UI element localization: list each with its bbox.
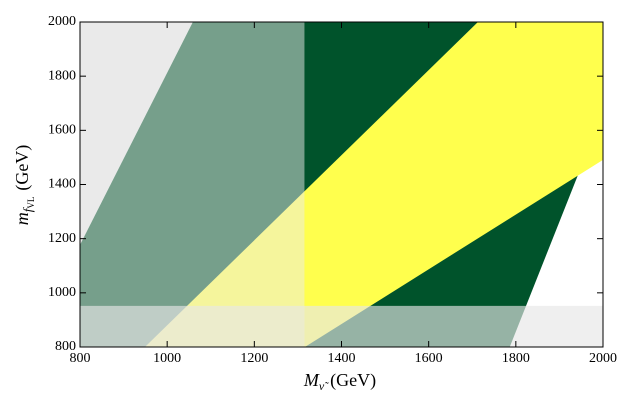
x-label-sub: ν̃: [319, 379, 329, 393]
plot-area: [80, 22, 604, 347]
x-axis-label: Mν̃ (GeV): [303, 370, 376, 393]
region: [80, 22, 305, 347]
y-tick-label: 1800: [48, 68, 76, 83]
x-tick-label: 2000: [589, 351, 617, 366]
y-tick-label: 1400: [48, 177, 76, 192]
x-label-main: M: [303, 370, 320, 390]
y-label-unit: (GeV): [12, 145, 33, 191]
y-label-subsub: VL: [26, 197, 36, 209]
x-tick-label: 800: [70, 351, 91, 366]
y-axis-label: mfVL (GeV): [12, 145, 36, 226]
x-tick-label: 1600: [415, 351, 443, 366]
y-tick-label: 800: [55, 339, 76, 354]
x-tick-label: 1400: [328, 351, 356, 366]
y-tick-label: 2000: [48, 14, 76, 29]
y-label-sub: f: [20, 206, 35, 212]
x-label-unit: (GeV): [330, 370, 376, 391]
y-tick-label: 1200: [48, 231, 76, 246]
x-tick-label: 1200: [240, 351, 268, 366]
y-tick-label: 1600: [48, 123, 76, 138]
region: [80, 305, 603, 347]
y-label-main: m: [12, 212, 32, 225]
y-tick-label: 1000: [48, 285, 76, 300]
x-tick-label: 1000: [153, 351, 181, 366]
x-tick-label: 1800: [502, 351, 530, 366]
